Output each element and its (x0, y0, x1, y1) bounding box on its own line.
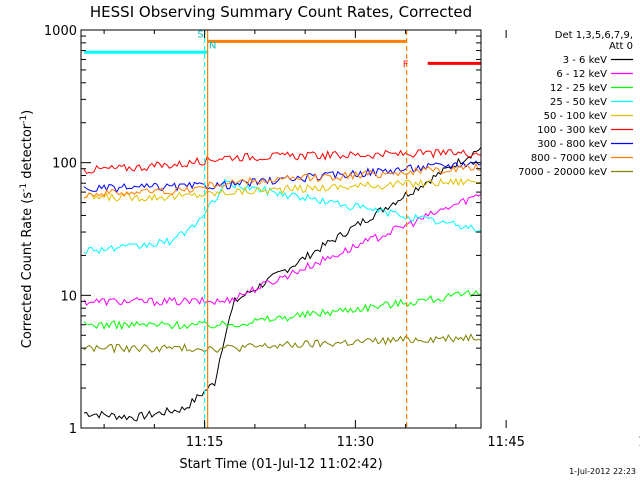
y-label-mid: detector (20, 123, 35, 183)
series-line-300-800-kev (83, 156, 481, 194)
y-label-sup2: -1 (19, 115, 29, 124)
plot-frame (80, 29, 482, 429)
flag-label-s: S (197, 30, 203, 41)
legend-label-300-800-kev: 300 - 800 keV (537, 139, 607, 150)
y-tick-label: 10 (60, 289, 77, 304)
plot-area: SN F (83, 30, 481, 428)
x-tick-label: 12:00 (638, 435, 640, 450)
series-line-100-300-kev (83, 148, 481, 175)
y-tick-label: 1000 (44, 24, 77, 39)
y-tick-label: 100 (52, 157, 77, 172)
x-tick-label: 11:30 (337, 435, 374, 450)
plot-content (83, 30, 481, 428)
series-line-7000-20000-kev (83, 306, 481, 354)
legend-header: Att 0 (609, 41, 633, 52)
legend-label-6-12-kev: 6 - 12 keV (556, 69, 607, 80)
flag-label-f: F (403, 59, 409, 70)
legend-label-12-25-kev: 12 - 25 keV (550, 83, 607, 94)
chart-title: HESSI Observing Summary Count Rates, Cor… (90, 3, 472, 21)
legend-label-3-6-kev: 3 - 6 keV (563, 55, 607, 66)
x-tick-label: 11:45 (487, 435, 524, 450)
y-tick-label: 1 (69, 422, 77, 437)
y-axis-label: Corrected Count Rate (s-1 detector-1) (19, 110, 35, 348)
x-tick-label: 11:15 (186, 435, 223, 450)
legend-label-800-7000-kev: 800 - 7000 keV (531, 153, 607, 164)
series-line-3-6-kev (83, 105, 481, 422)
legend-header: Det 1,3,5,6,7,9, (555, 30, 633, 41)
legend-label-25-50-kev: 25 - 50 keV (550, 97, 607, 108)
legend: Det 1,3,5,6,7,9,Att 03 - 6 keV 6 - 12 keV… (518, 30, 633, 178)
legend-label-50-100-kev: 50 - 100 keV (544, 111, 608, 122)
series-line-25-50-kev (83, 178, 481, 255)
series-line-6-12-kev (83, 101, 481, 307)
series-line-50-100-kev (83, 176, 481, 202)
legend-label-7000-20000-kev: 7000 - 20000 keV (518, 167, 607, 178)
flag-label-n: N (209, 40, 216, 51)
footer-timestamp: 1-Jul-2012 22:23 (569, 467, 636, 476)
series-line-12-25-kev (83, 273, 481, 331)
y-label-main: Corrected Count Rate (s (20, 192, 35, 349)
y-label-sup1: -1 (19, 183, 29, 192)
legend-label-100-300-kev: 100 - 300 keV (537, 125, 607, 136)
x-axis-label: Start Time (01-Jul-12 11:02:42) (179, 457, 382, 472)
series-line-800-7000-kev (83, 162, 481, 199)
y-label-end: ) (20, 110, 35, 115)
